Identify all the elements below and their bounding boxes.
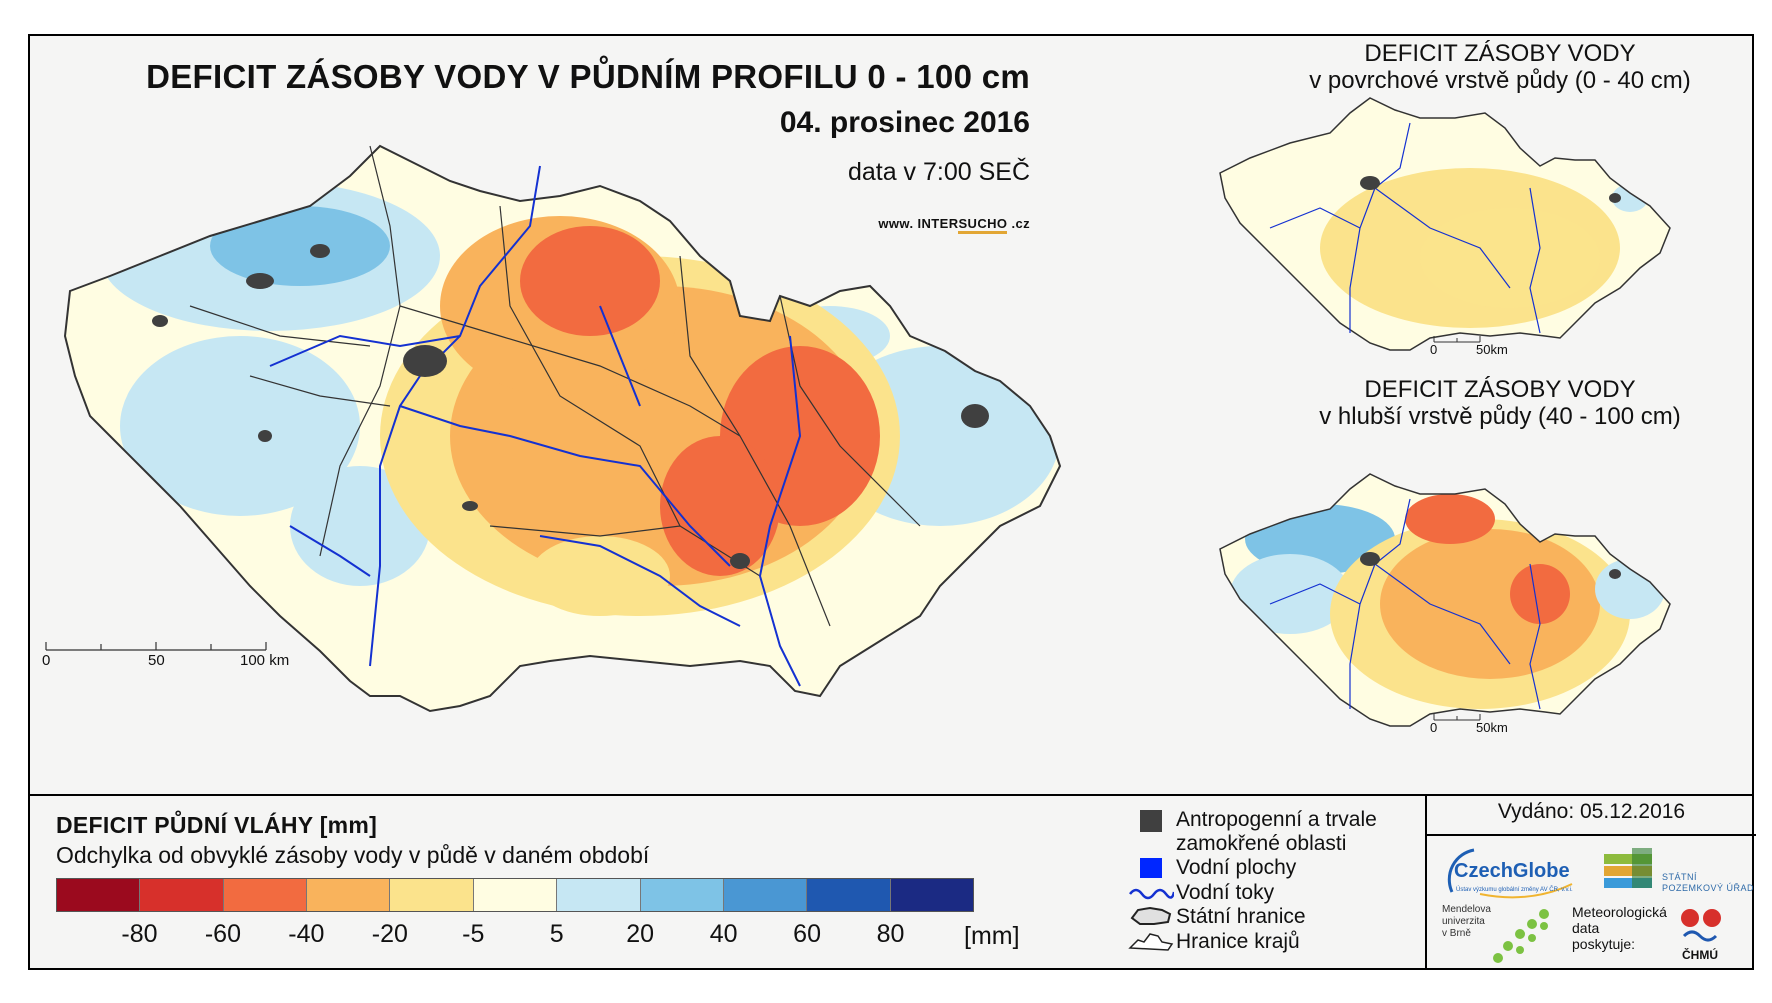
top-inset-scale-label-0: 0: [1430, 342, 1438, 357]
website-link[interactable]: www. INTERSUCHO .cz: [130, 216, 1030, 234]
anthropogenic-area-label-line1: Antropogenní a trvale: [1176, 808, 1377, 831]
color-scale-unit: [mm]: [964, 922, 1020, 950]
legend-title: DEFICIT PŮDNÍ VLÁHY [mm]: [56, 812, 378, 838]
main-scale-label-0: 0: [42, 652, 51, 669]
main-scale-label-50: 50: [148, 652, 165, 669]
czechglobe-icon: [1447, 848, 1573, 899]
top-inset-scale-label-50: 50km: [1476, 342, 1508, 357]
top-inset-title-line2: v povrchové vrstvě půdy (0 - 40 cm): [1309, 67, 1691, 94]
color-swatch-2: [223, 879, 308, 911]
anthropogenic-area-label-line2: zamokřené oblasti: [1176, 832, 1347, 855]
bottom-inset-map: [1219, 473, 1671, 727]
czechglobe-subtitle: Ústav výzkumu globální změny AV ČR, v.v.…: [1456, 887, 1573, 893]
mendel-line3: v Brně: [1442, 928, 1471, 939]
top-inset-scale-bar: 0 50km: [1430, 334, 1522, 362]
color-scale-tick: -20: [371, 920, 408, 948]
main-scale-label-100: 100 km: [240, 652, 290, 669]
color-swatch-8: [723, 879, 808, 911]
color-scale-tick: 20: [626, 920, 655, 948]
main-scale-bar: 0 50 100 km: [42, 640, 294, 670]
main-map-date: 04. prosinec 2016: [779, 106, 1030, 139]
mendel-university-logo[interactable]: Mendelova univerzita v Brně: [1442, 904, 1562, 968]
anthropogenic-area-swatch: [1140, 810, 1162, 832]
water-body-label: Vodní plochy: [1176, 856, 1297, 879]
river-line-symbol: [1129, 888, 1174, 900]
color-scale-tick: 80: [876, 920, 905, 948]
map-frame: DEFICIT ZÁSOBY VODY V PŮDNÍM PROFILU 0 -…: [28, 34, 1756, 970]
region-border-label: Hranice krajů: [1176, 930, 1300, 953]
color-swatch-10: [890, 879, 973, 911]
credits-divider: [1425, 794, 1427, 970]
legend-subtitle: Odchylka od obvyklé zásoby vody v půdě v…: [56, 842, 650, 868]
color-swatch-5: [473, 879, 558, 911]
color-scale-tick: -80: [121, 920, 158, 948]
czechglobe-logo[interactable]: CzechGlobe Ústav výzkumu globální změny …: [1440, 844, 1580, 904]
bottom-inset-scale-label-50: 50km: [1476, 720, 1508, 735]
state-border-symbol: [1130, 906, 1172, 925]
bottom-inset-title-line1: DEFICIT ZÁSOBY VODY: [1364, 376, 1636, 403]
chmu-name: ČHMÚ: [1682, 948, 1718, 962]
main-map-title: DEFICIT ZÁSOBY VODY V PŮDNÍM PROFILU 0 -…: [146, 58, 1030, 95]
met-line2: data: [1572, 920, 1600, 936]
spu-line1: STÁTNÍ: [1662, 872, 1698, 882]
bottom-inset-scale-bar: 0 50km: [1430, 712, 1522, 740]
mendel-dots-icon: [1493, 909, 1549, 963]
river-label: Vodní toky: [1176, 881, 1275, 904]
bottom-inset-title-line2: v hlubší vrstvě půdy (40 - 100 cm): [1319, 403, 1681, 430]
issued-date: Vydáno: 05.12.2016: [1497, 800, 1686, 823]
legend-divider: [30, 794, 1752, 796]
color-swatch-7: [640, 879, 724, 911]
bottom-inset-scale-label-0: 0: [1430, 720, 1438, 735]
issued-divider: [1425, 834, 1756, 836]
color-scale: [56, 878, 974, 912]
color-scale-tick: 60: [793, 920, 821, 948]
spu-icon: [1604, 848, 1652, 888]
chmu-icon: [1681, 909, 1721, 942]
top-inset-title-line1: DEFICIT ZÁSOBY VODY: [1364, 40, 1636, 67]
color-swatch-0: [57, 879, 141, 911]
region-border-symbol: [1128, 933, 1174, 951]
state-border-label: Státní hranice: [1176, 905, 1306, 928]
bottom-inset-title: DEFICIT ZÁSOBY VODY v hlubší vrstvě půdy…: [1250, 376, 1750, 430]
website-highlight: SUCHO: [958, 216, 1008, 234]
top-inset-title: DEFICIT ZÁSOBY VODY v povrchové vrstvě p…: [1250, 40, 1750, 94]
spu-logo[interactable]: STÁTNÍ POZEMKOVÝ ÚŘAD: [1602, 846, 1755, 902]
chmu-credit[interactable]: Meteorologická data poskytuje: ČHMÚ: [1570, 904, 1756, 968]
color-swatch-9: [807, 879, 891, 911]
anthropogenic-area-label: Antropogenní a trvale zamokřené oblasti: [1176, 808, 1377, 856]
color-scale-tick: -5: [462, 920, 485, 948]
website-suffix: .cz: [1007, 216, 1030, 231]
mendel-line1: Mendelova: [1442, 904, 1491, 915]
color-swatch-1: [140, 879, 224, 911]
color-scale-tick: 40: [709, 920, 738, 948]
color-scale-tick: -40: [288, 920, 325, 948]
top-inset-map: [1219, 97, 1671, 351]
color-swatch-4: [390, 879, 474, 911]
main-map-data-time: data v 7:00 SEČ: [847, 158, 1030, 186]
met-line3: poskytuje:: [1572, 936, 1636, 952]
mendel-line2: univerzita: [1442, 916, 1485, 927]
czechglobe-name: CzechGlobe: [1454, 860, 1570, 882]
met-line1: Meteorologická: [1572, 904, 1667, 920]
spu-line2: POZEMKOVÝ ÚŘAD: [1662, 883, 1755, 893]
website-prefix: www. INTER: [878, 216, 959, 231]
color-swatch-6: [557, 879, 641, 911]
main-map: [64, 145, 1061, 712]
water-body-swatch: [1140, 858, 1162, 878]
color-scale-tick: 5: [549, 920, 564, 948]
color-swatch-3: [307, 879, 391, 911]
color-scale-tick: -60: [204, 920, 241, 948]
